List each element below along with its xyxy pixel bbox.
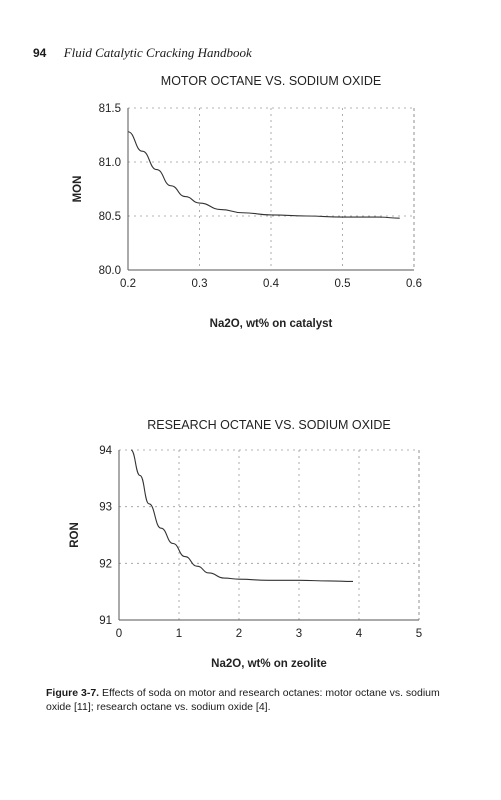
y-tick-label: 81.0	[99, 157, 121, 169]
chart-title: MOTOR OCTANE VS. SODIUM OXIDE	[161, 74, 381, 88]
x-tick-label: 0.2	[120, 278, 136, 290]
research-octane-chart: RESEARCH OCTANE VS. SODIUM OXIDE 0 1 2 3 4 5 94…	[69, 418, 422, 670]
figure-caption: Figure 3-7. Effects of soda on motor and…	[46, 686, 466, 714]
y-tick-label: 92	[99, 558, 112, 570]
page-number: 94	[33, 46, 47, 60]
x-tick-label: 1	[176, 628, 182, 640]
y-tick-label: 80.5	[99, 211, 121, 223]
caption-label: Figure 3-7.	[46, 687, 100, 699]
running-title: Fluid Catalytic Cracking Handbook	[63, 45, 252, 60]
caption-text: Effects of soda on motor and research oc…	[46, 687, 440, 713]
chart-title: RESEARCH OCTANE VS. SODIUM OXIDE	[147, 418, 391, 432]
y-tick-label: 94	[99, 445, 112, 457]
y-axis-label: MON	[72, 176, 84, 203]
x-axis-label: Na2O, wt% on catalyst	[210, 318, 333, 330]
x-tick-label: 4	[356, 628, 363, 640]
y-tick-label: 91	[99, 615, 112, 627]
x-tick-label: 0.5	[335, 278, 351, 290]
x-tick-label: 0	[116, 628, 122, 640]
x-tick-label: 3	[296, 628, 302, 640]
y-tick-label: 93	[99, 502, 112, 514]
y-tick-label: 80.0	[99, 265, 121, 277]
x-tick-label: 0.3	[192, 278, 208, 290]
y-axis-label: RON	[69, 522, 81, 548]
x-tick-label: 0.6	[406, 278, 422, 290]
series-line	[130, 449, 354, 583]
x-tick-label: 2	[236, 628, 242, 640]
x-tick-label: 0.4	[263, 278, 280, 290]
x-axis-label: Na2O, wt% on zeolite	[211, 658, 327, 670]
motor-octane-chart: MOTOR OCTANE VS. SODIUM OXIDE 0.2 0.3 0.4 0.…	[72, 74, 422, 330]
y-tick-label: 81.5	[99, 103, 121, 115]
page-header: 94 Fluid Catalytic Cracking Handbook	[33, 45, 252, 61]
series-line	[127, 131, 400, 219]
x-tick-label: 5	[416, 628, 422, 640]
